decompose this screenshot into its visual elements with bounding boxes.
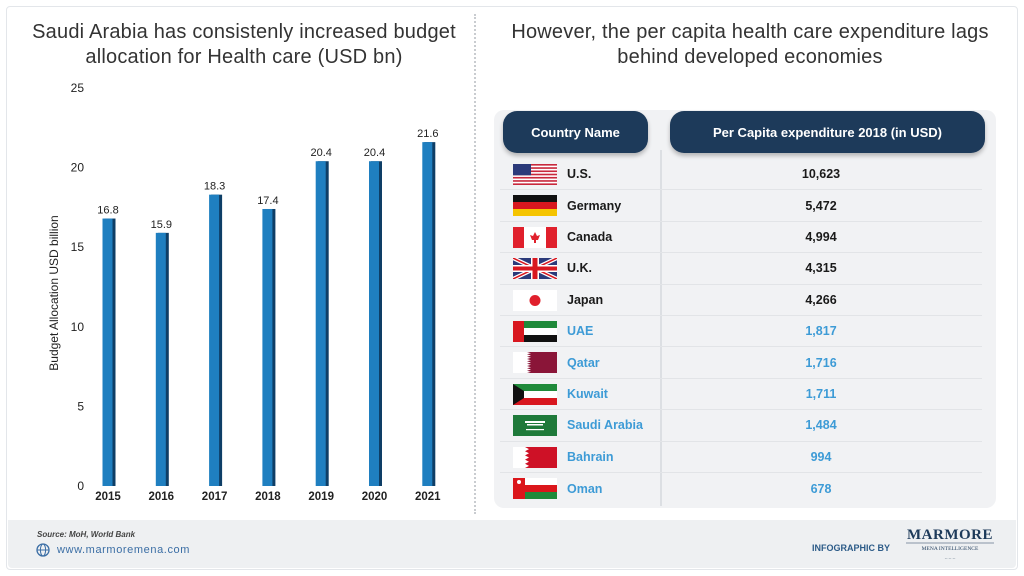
- country-name: U.K.: [567, 261, 592, 276]
- table-row: UAE 1,817: [500, 316, 982, 348]
- table-rows: U.S. 10,623 Germany 5,472 Canada 4,994 U.K. 4,3…: [500, 159, 982, 504]
- table-row: Bahrain 994: [500, 442, 982, 473]
- oman-flag: [513, 477, 557, 499]
- table-row: Kuwait 1,711: [500, 379, 982, 411]
- globe-icon: [36, 543, 50, 557]
- expenditure-value: 4,994: [805, 229, 837, 244]
- expenditure-value: 4,266: [805, 292, 837, 307]
- expenditure-value: 1,817: [805, 324, 837, 339]
- bar: [102, 218, 113, 486]
- marmore-logo: MARMORE MENA INTELLIGENCE ~ ~ ~: [906, 527, 994, 562]
- footer-bar: [8, 520, 1016, 568]
- y-tick-label: 5: [77, 399, 84, 413]
- source-note: Source: MoH, World Bank: [37, 530, 136, 539]
- uk-flag: [513, 258, 557, 280]
- germany-flag: [513, 195, 557, 217]
- canada-flag: [513, 226, 557, 248]
- expenditure-value: 4,315: [805, 261, 837, 276]
- y-tick-label: 10: [71, 320, 85, 334]
- right-panel-title: However, the per capita health care expe…: [511, 21, 989, 68]
- country-name: Japan: [567, 292, 604, 307]
- country-name: Oman: [567, 481, 603, 496]
- country-name: U.S.: [567, 167, 592, 182]
- country-name: Qatar: [567, 355, 600, 370]
- japan-flag: [513, 289, 557, 311]
- qatar-flag: [513, 352, 557, 374]
- website-link[interactable]: www.marmoremena.com: [57, 544, 191, 556]
- table-row: Qatar 1,716: [500, 347, 982, 379]
- table-row: Oman 678: [500, 473, 982, 504]
- budget-bar-chart: 0 5 10 15 20 25 Budget Allocation USD billion 1…: [47, 81, 441, 503]
- svg-text:MARMORE: MARMORE: [907, 527, 993, 543]
- y-tick-label: 0: [77, 479, 84, 493]
- country-name: Saudi Arabia: [567, 418, 643, 433]
- expenditure-value: 10,623: [801, 167, 841, 182]
- country-name: Canada: [567, 229, 613, 244]
- table-row: Canada 4,994: [500, 222, 982, 254]
- bahrain-flag: [513, 446, 557, 468]
- kuwait-flag: [513, 383, 557, 405]
- expenditure-value: 5,472: [805, 198, 837, 213]
- table-row: Saudi Arabia 1,484: [500, 410, 982, 442]
- table-row: U.K. 4,315: [500, 253, 982, 285]
- x-tick-label: 2019: [308, 491, 334, 503]
- country-name: Kuwait: [567, 386, 608, 401]
- svg-text:MENA INTELLIGENCE: MENA INTELLIGENCE: [922, 546, 979, 552]
- data-label: 16.8: [97, 205, 118, 217]
- x-tick-label: 2017: [202, 491, 228, 503]
- data-label: 17.4: [257, 195, 278, 207]
- table-column-separator: [660, 150, 662, 506]
- expenditure-value: 1,711: [805, 386, 837, 401]
- x-tick-label: 2018: [255, 491, 281, 503]
- saudi-arabia-flag: [513, 415, 557, 437]
- data-label: 21.6: [417, 128, 438, 140]
- bar: [262, 208, 273, 486]
- y-axis-title: Budget Allocation USD billion: [47, 215, 61, 370]
- table-row: U.S. 10,623: [500, 159, 982, 191]
- y-tick-label: 15: [71, 240, 85, 254]
- country-name: Bahrain: [567, 449, 614, 464]
- data-label: 20.4: [310, 147, 331, 159]
- panel-divider: [474, 14, 476, 514]
- x-tick-label: 2015: [95, 491, 121, 503]
- expenditure-value: 1,484: [805, 418, 837, 433]
- bar: [155, 232, 166, 486]
- table-header-country: Country Name: [503, 111, 648, 153]
- left-panel-title: Saudi Arabia has consistenly increased b…: [32, 21, 456, 68]
- y-tick-label: 20: [71, 161, 85, 175]
- bar: [369, 161, 379, 486]
- us-flag: [513, 164, 557, 185]
- expenditure-table-card: [494, 110, 996, 508]
- bar: [315, 161, 326, 486]
- expenditure-value: 1,716: [805, 355, 837, 370]
- data-label: 15.9: [151, 219, 172, 231]
- svg-text:~ ~ ~: ~ ~ ~: [945, 557, 956, 562]
- bar: [209, 194, 220, 486]
- country-name: Germany: [567, 198, 622, 213]
- data-label: 20.4: [364, 147, 385, 159]
- expenditure-value: 994: [810, 449, 832, 464]
- y-tick-label: 25: [71, 81, 85, 95]
- table-row: Japan 4,266: [500, 285, 982, 316]
- expenditure-value: 678: [810, 481, 832, 496]
- x-tick-label: 2020: [362, 491, 388, 503]
- country-name: UAE: [567, 324, 594, 339]
- uae-flag: [513, 320, 557, 342]
- x-tick-label: 2021: [415, 491, 441, 503]
- page-frame: [6, 6, 1018, 570]
- bar: [422, 142, 433, 486]
- infographic-by-label: INFOGRAPHIC BY: [812, 543, 891, 553]
- data-label: 18.3: [204, 181, 225, 193]
- table-header-expenditure: Per Capita expenditure 2018 (in USD): [670, 111, 985, 153]
- x-tick-label: 2016: [149, 491, 175, 503]
- table-row: Germany 5,472: [500, 190, 982, 222]
